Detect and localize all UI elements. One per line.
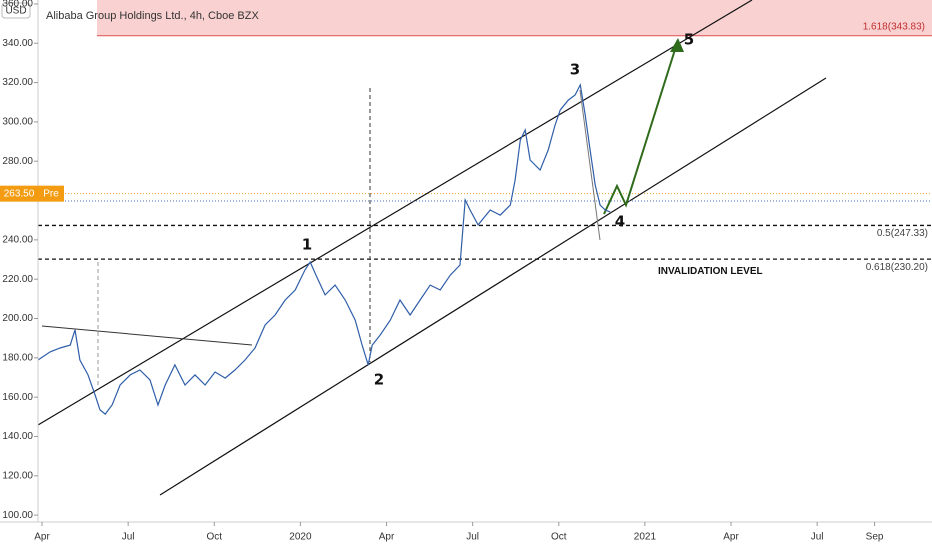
wave-label: 5	[684, 31, 694, 49]
session-label: Pre	[43, 188, 59, 199]
x-axis-panel	[0, 522, 932, 550]
currency-box	[1, 2, 31, 19]
price-line	[37, 83, 611, 415]
y-tick-label: 240.00	[2, 235, 33, 246]
projection-line	[579, 89, 601, 241]
x-tick-label: Oct	[551, 532, 567, 543]
wave-label: 4	[615, 213, 625, 231]
invalidation-label: INVALIDATION LEVEL	[658, 266, 763, 277]
trend-line	[41, 325, 253, 346]
price-tag-label: 263.50	[4, 188, 35, 199]
x-tick-label: 2020	[289, 532, 312, 543]
y-tick-label: 140.00	[2, 431, 33, 442]
x-tick-label: Jul	[466, 532, 479, 543]
wave-projection	[603, 39, 679, 215]
wave-label: 3	[570, 61, 580, 79]
y-tick-label: 280.00	[2, 156, 33, 167]
y-tick-label: 360.00	[2, 0, 33, 10]
price-tag	[0, 185, 38, 202]
y-tick-label: 100.00	[2, 510, 33, 521]
y-tick-label: 300.00	[2, 117, 33, 128]
x-tick-label: Oct	[206, 532, 222, 543]
x-tick-label: Jul	[811, 532, 824, 543]
y-axis-panel	[0, 0, 38, 550]
wave-label: 1	[302, 236, 312, 254]
y-tick-label: 340.00	[2, 38, 33, 49]
y-tick-label: 200.00	[2, 313, 33, 324]
target-label: 1.618(343.83)	[863, 21, 925, 32]
channel-upper	[37, 0, 753, 426]
session-tag	[38, 185, 64, 202]
fib-label: 0.618(230.20)	[866, 262, 928, 273]
target-zone	[97, 0, 932, 36]
x-tick-label: Apr	[723, 532, 739, 543]
channel-lower	[159, 77, 827, 496]
x-tick-label: 2021	[634, 532, 657, 543]
x-tick-label: Sep	[866, 532, 884, 543]
y-tick-label: 120.00	[2, 470, 33, 481]
wave-label: 2	[374, 371, 384, 389]
y-tick-label: 160.00	[2, 392, 33, 403]
chart-title: Alibaba Group Holdings Ltd., 4h, Cboe BZ…	[46, 10, 259, 22]
y-tick-label: 220.00	[2, 274, 33, 285]
currency: USD	[5, 6, 26, 17]
y-tick-label: 320.00	[2, 77, 33, 88]
arrow-head	[670, 38, 684, 52]
x-tick-label: Apr	[379, 532, 395, 543]
fib-label: 0.5(247.33)	[877, 228, 928, 239]
x-tick-label: Apr	[34, 532, 50, 543]
y-tick-label: 180.00	[2, 352, 33, 363]
x-tick-label: Jul	[122, 532, 135, 543]
